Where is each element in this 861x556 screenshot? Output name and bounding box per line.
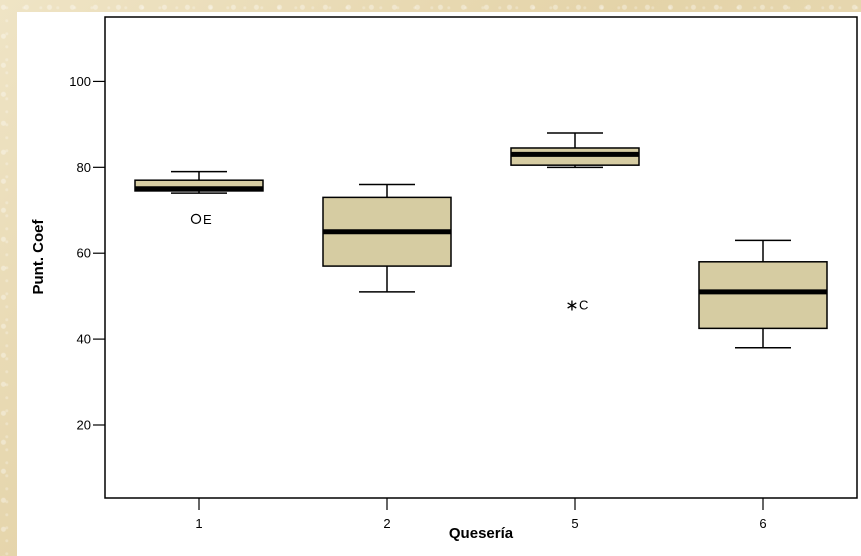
x-tick-label: 1: [195, 516, 202, 531]
box-group: ∗ C: [510, 132, 640, 315]
x-tick-label: 5: [571, 516, 578, 531]
box-series: E ∗ C: [134, 132, 828, 349]
outlier-circle-marker: [190, 213, 202, 224]
y-tick-label: 60: [77, 246, 91, 261]
box-group: [322, 183, 452, 293]
y-tick-label: 20: [77, 417, 91, 432]
box-group: E: [134, 170, 264, 227]
x-axis: 1 2 5 6: [195, 498, 767, 531]
chart-panel: 20 40 60 80 100 1 2 5 6 E ∗ C Quesería Punt. Coef: [17, 12, 861, 556]
y-tick-label: 80: [77, 160, 91, 175]
boxplot-chart: 20 40 60 80 100 1 2 5 6 E ∗ C Quesería Punt. Coef: [30, 16, 858, 542]
outlier-star-marker: ∗: [565, 296, 578, 315]
box-iqr: [698, 261, 828, 330]
y-tick-label: 40: [77, 332, 91, 347]
plot-area-frame: [104, 16, 858, 499]
y-tick-label: 100: [69, 74, 91, 89]
y-axis: 20 40 60 80 100: [69, 74, 105, 432]
outlier-label: E: [203, 212, 212, 227]
y-axis-title: Punt. Coef: [30, 219, 47, 295]
x-axis-title: Quesería: [449, 525, 514, 542]
box-group: [698, 239, 828, 349]
x-tick-label: 2: [383, 516, 390, 531]
x-tick-label: 6: [759, 516, 766, 531]
outlier-label: C: [579, 298, 588, 313]
